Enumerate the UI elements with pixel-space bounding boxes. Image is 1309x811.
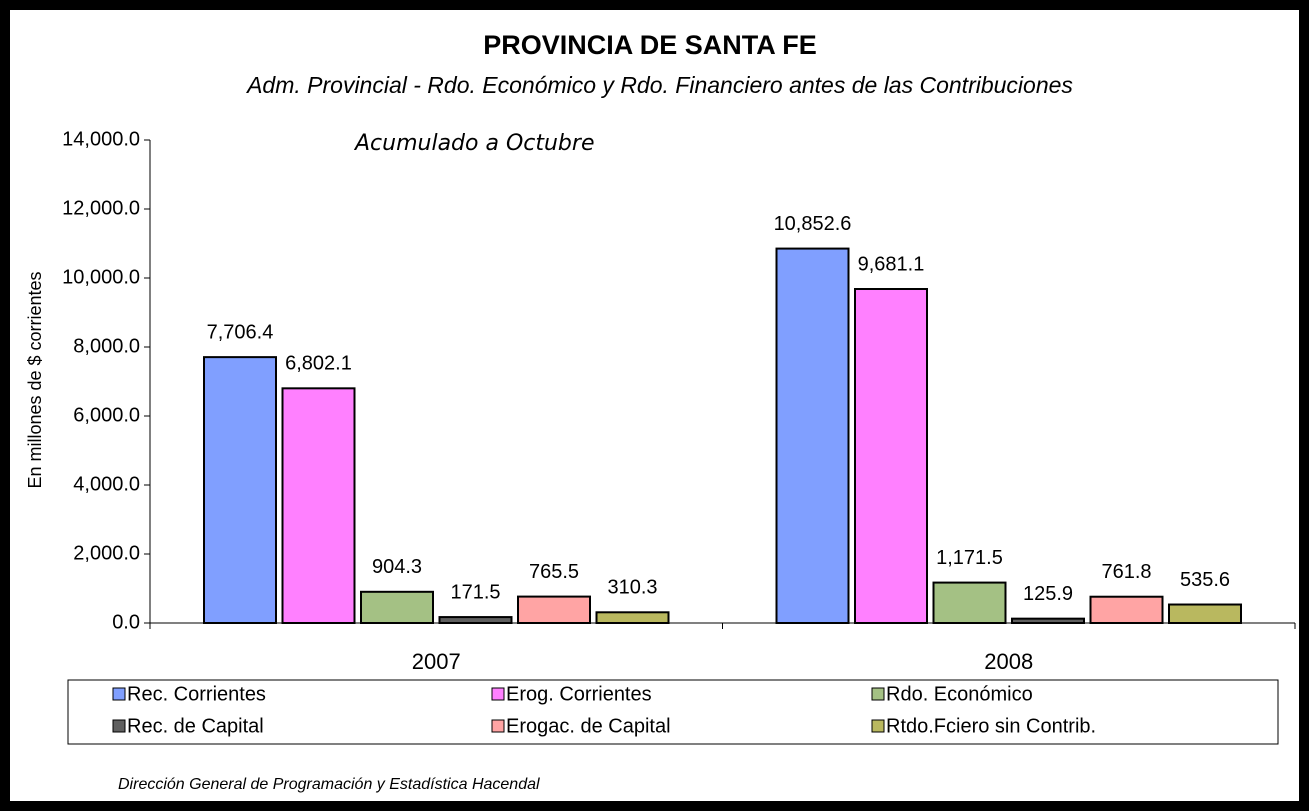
legend-label: Rec. de Capital	[127, 715, 264, 737]
bar	[854, 288, 928, 624]
data-label: 10,852.6	[774, 213, 852, 235]
bar	[203, 356, 277, 624]
bar	[360, 590, 434, 624]
y-tick-label: 4,000.0	[73, 473, 140, 495]
bar	[595, 611, 670, 625]
chart-title: PROVINCIA DE SANTA FE	[483, 30, 817, 60]
legend-label: Rdo. Económico	[886, 683, 1033, 705]
data-label: 904.3	[372, 556, 422, 578]
bar	[775, 247, 850, 624]
legend-swatch	[871, 719, 885, 733]
y-tick-label: 6,000.0	[73, 404, 140, 426]
data-label: 9,681.1	[858, 253, 925, 275]
y-axis-label: En millones de $ corrientes	[25, 271, 45, 488]
data-label: 1,171.5	[936, 547, 1003, 569]
data-label: 310.3	[607, 577, 657, 599]
chart-subtitle: Adm. Provincial - Rdo. Económico y Rdo. …	[245, 72, 1073, 98]
data-label: 171.5	[450, 581, 500, 603]
bar	[1168, 603, 1242, 624]
bar	[1011, 617, 1085, 624]
bar	[1089, 595, 1164, 624]
data-label: 535.6	[1180, 569, 1230, 591]
data-label: 125.9	[1023, 583, 1073, 605]
legend-swatch	[112, 687, 126, 701]
source: Dirección General de Programación y Esta…	[118, 776, 540, 793]
legend-label: Rtdo.Fciero sin Contrib.	[886, 715, 1096, 737]
data-label: 7,706.4	[207, 321, 274, 343]
legend-swatch	[871, 687, 885, 701]
data-label: 6,802.1	[285, 353, 352, 375]
x-tick-label: 2007	[412, 649, 461, 674]
legend	[67, 679, 1279, 745]
y-tick-label: 0.0	[112, 611, 140, 633]
legend-swatch	[112, 719, 126, 733]
y-tick-label: 12,000.0	[62, 197, 140, 219]
data-label: 761.8	[1101, 561, 1151, 583]
x-tick-label: 2008	[984, 649, 1033, 674]
bar	[517, 595, 591, 625]
y-tick-label: 8,000.0	[73, 335, 140, 357]
legend-swatch	[491, 719, 505, 733]
bar	[281, 387, 356, 624]
y-tick-label: 2,000.0	[73, 542, 140, 564]
bar	[438, 616, 513, 625]
y-tick-label: 10,000.0	[62, 266, 140, 288]
data-label: 765.5	[529, 561, 579, 583]
y-tick-label: 14,000.0	[62, 128, 140, 150]
legend-label: Erogac. de Capital	[506, 715, 671, 737]
legend-label: Erog. Corrientes	[506, 683, 652, 705]
annotation: Acumulado a Octubre	[353, 131, 594, 156]
legend-swatch	[491, 687, 505, 701]
bar	[932, 581, 1007, 624]
legend-label: Rec. Corrientes	[127, 683, 266, 705]
